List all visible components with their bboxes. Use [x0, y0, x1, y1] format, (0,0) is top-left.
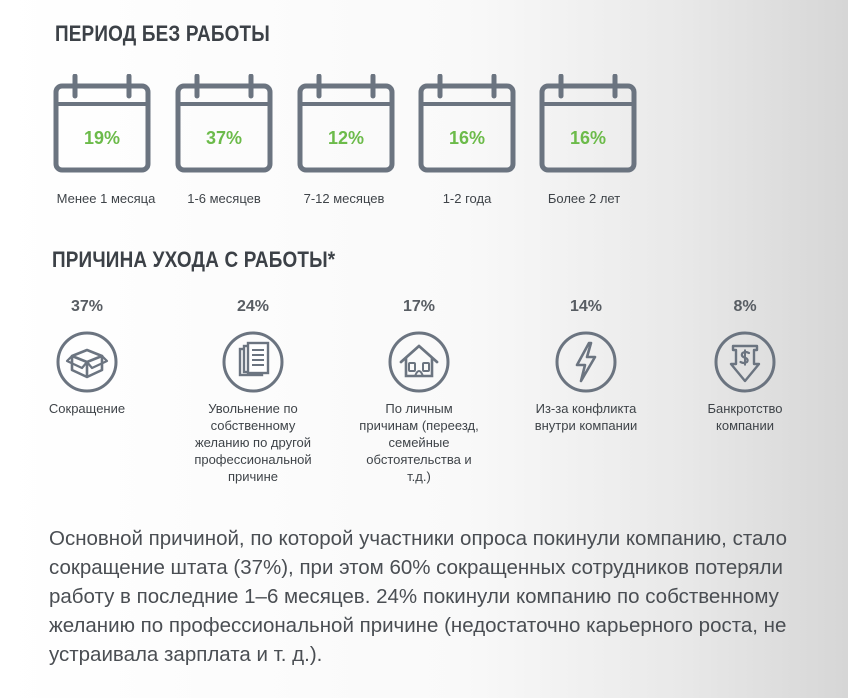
period-percent: 37% [205, 128, 243, 148]
house-icon [388, 331, 450, 393]
reason-percent: 8% [733, 298, 757, 315]
reason-percent: 17% [402, 298, 436, 315]
period-label: 1-6 месяцев [187, 191, 261, 206]
period-label: Менее 1 месяца [56, 191, 156, 206]
calendar-icon [175, 74, 273, 173]
calendar-card: 19% [53, 74, 151, 174]
reasons-title: ПРИЧИНА УХОДА С РАБОТЫ* [52, 247, 336, 272]
summary-paragraph: Основной причиной, по которой участники … [49, 527, 787, 666]
period-percent: 16% [569, 128, 607, 148]
reason-label: Банкротство компании [707, 401, 783, 433]
dollar-shield-icon [714, 331, 776, 393]
reason-label: Сокращение [48, 401, 126, 416]
period-label: Более 2 лет [547, 191, 621, 206]
calendar-card: 16% [539, 74, 637, 174]
reason-label: Из-за конфликта внутри компании [534, 401, 638, 433]
calendar-icon [53, 74, 151, 173]
reason-percent: 14% [569, 298, 603, 315]
reason-item: 24% Увольнение по собственному желанию п… [168, 296, 338, 485]
reason-item: 8% Банкротство компании [660, 296, 830, 434]
reason-label: Увольнение по собственному желанию по др… [194, 401, 312, 484]
reason-item: 14% Из-за конфликта внутри компании [501, 296, 671, 434]
documents-icon [222, 331, 284, 393]
lightning-icon [555, 331, 617, 393]
period-percent: 16% [448, 128, 486, 148]
reason-item: 37% Сокращение [2, 296, 172, 417]
calendar-icon [539, 74, 637, 173]
period-title: ПЕРИОД БЕЗ РАБОТЫ [55, 21, 270, 46]
calendar-card: 37% [175, 74, 273, 174]
reason-label: По личным причинам (переезд, семейные об… [359, 401, 479, 484]
reason-item: 17% По личным причинам (переезд, семейны… [334, 296, 504, 485]
calendar-icon [418, 74, 516, 173]
period-label: 1-2 года [442, 191, 492, 206]
calendar-card: 12% [297, 74, 395, 174]
calendar-icon [297, 74, 395, 173]
calendar-card: 16% [418, 74, 516, 174]
period-percent: 12% [327, 128, 365, 148]
reason-percent: 24% [236, 298, 270, 315]
box-icon [56, 331, 118, 393]
period-label: 7-12 месяцев [303, 191, 385, 206]
reason-percent: 37% [70, 298, 104, 315]
period-percent: 19% [83, 128, 121, 148]
